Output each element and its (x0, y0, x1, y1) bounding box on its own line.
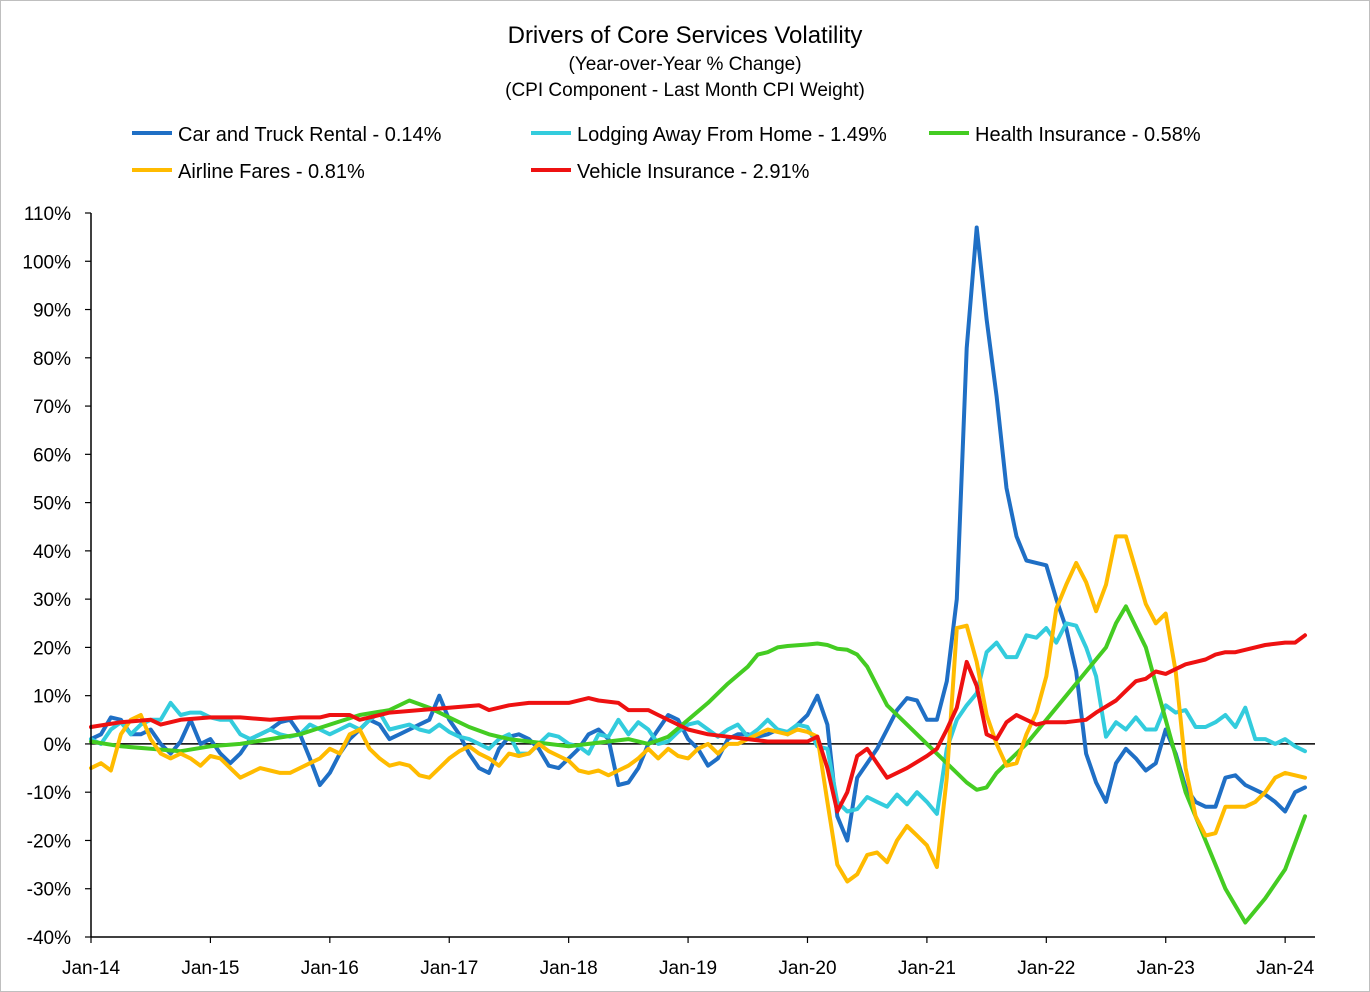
axes (90, 213, 1315, 938)
x-tick-label: Jan-20 (778, 958, 836, 979)
y-tick-label: -40% (27, 928, 71, 949)
x-tick-label: Jan-19 (659, 958, 717, 979)
y-tick-label: 60% (33, 445, 71, 466)
y-tick-label: -20% (27, 831, 71, 852)
x-axis-ticks: Jan-14 Jan-15 Jan-16 Jan-17 Jan-18 Jan-19 Jan-… (62, 937, 1315, 979)
chart-title: Drivers of Core Services Volatility (508, 22, 863, 49)
y-axis-ticks: 110% 100% 90% 80% 70% 60% 50% 40% 30% 20% 10% 0% -10… (22, 204, 91, 949)
y-tick-label: 40% (33, 542, 71, 563)
chart-subtitle-line-2: (CPI Component - Last Month CPI Weight) (505, 80, 865, 101)
legend: Car and Truck Rental - 0.14% Lodging Away… (132, 124, 1201, 183)
y-tick-label: 10% (33, 687, 71, 708)
x-tick-label: Jan-23 (1137, 958, 1195, 979)
y-tick-label: -10% (27, 783, 71, 804)
series-line-4 (89, 633, 1307, 814)
y-tick-label: 100% (22, 252, 71, 273)
y-tick-label: 90% (33, 301, 71, 322)
y-tick-label: 70% (33, 397, 71, 418)
legend-label-1: Lodging Away From Home - 1.49% (577, 124, 887, 146)
y-tick-label: 0% (44, 735, 72, 756)
y-tick-label: 20% (33, 638, 71, 659)
legend-label-4: Vehicle Insurance - 2.91% (577, 161, 810, 183)
series-line-3 (89, 534, 1307, 884)
x-tick-label: Jan-15 (181, 958, 239, 979)
legend-label-3: Airline Fares - 0.81% (178, 161, 365, 183)
chart-subtitle-line-1: (Year-over-Year % Change) (568, 54, 801, 75)
y-tick-label: 80% (33, 349, 71, 370)
x-tick-label: Jan-16 (301, 958, 359, 979)
y-tick-label: -30% (27, 880, 71, 901)
x-tick-label: Jan-17 (420, 958, 478, 979)
y-tick-label: 30% (33, 590, 71, 611)
series-line-2 (89, 604, 1307, 925)
x-tick-label: Jan-18 (540, 958, 598, 979)
y-tick-label: 110% (24, 204, 71, 225)
x-tick-label: Jan-24 (1256, 958, 1315, 979)
series-group (89, 225, 1307, 925)
x-tick-label: Jan-22 (1017, 958, 1075, 979)
y-tick-label: 50% (33, 494, 71, 515)
legend-label-0: Car and Truck Rental - 0.14% (178, 124, 442, 146)
x-tick-label: Jan-21 (898, 958, 956, 979)
x-tick-label: Jan-14 (62, 958, 121, 979)
legend-label-2: Health Insurance - 0.58% (975, 124, 1201, 146)
